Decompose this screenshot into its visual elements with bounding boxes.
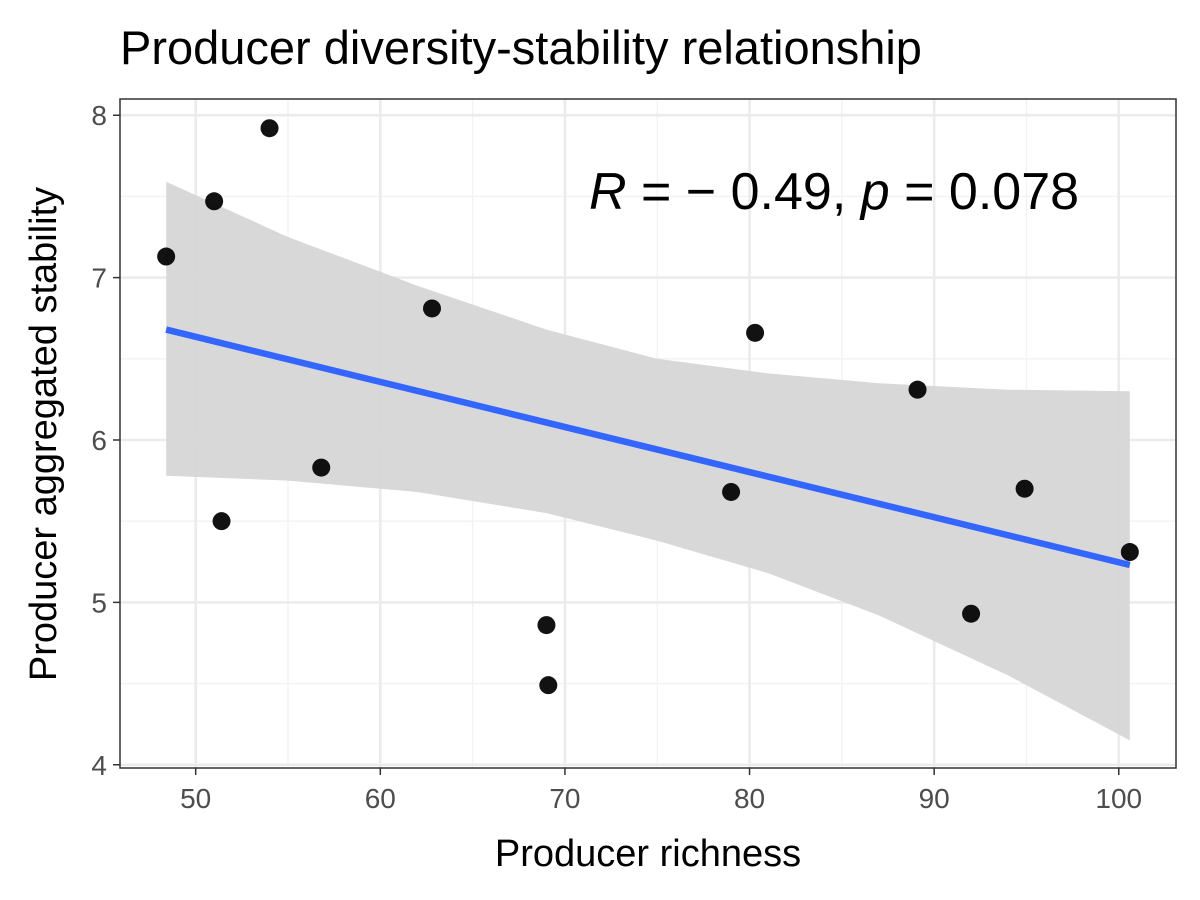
- y-axis-title: Producer aggregated stability: [23, 187, 65, 681]
- data-point: [537, 616, 556, 635]
- x-tick-label: 80: [734, 783, 765, 814]
- data-point: [212, 512, 231, 531]
- data-point: [908, 380, 927, 399]
- y-tick-label: 7: [91, 263, 107, 294]
- x-axis-title: Producer richness: [495, 833, 801, 875]
- x-axis-ticks: 50 60 70 80 90 100: [180, 768, 1142, 814]
- x-tick-label: 50: [180, 783, 211, 814]
- y-tick-label: 4: [91, 750, 107, 781]
- data-point: [1120, 543, 1139, 562]
- p-value: = 0.078: [890, 163, 1079, 221]
- confidence-band-layer: [166, 181, 1130, 741]
- plot-panel-border: [119, 98, 1177, 769]
- chart-title: Producer diversity-stability relationshi…: [120, 21, 922, 74]
- x-tick-label: 60: [365, 783, 396, 814]
- x-tick-label: 70: [549, 783, 580, 814]
- data-point: [1015, 479, 1034, 498]
- r-symbol: R: [589, 163, 627, 221]
- correlation-annotation: R = − 0.49, p = 0.078: [589, 163, 1079, 221]
- y-axis-ticks: 4 5 6 7 8: [91, 100, 120, 781]
- p-symbol: p: [859, 163, 890, 221]
- data-point: [423, 299, 441, 318]
- data-point: [722, 482, 741, 501]
- y-tick-label: 8: [91, 100, 107, 131]
- confidence-band: [166, 181, 1130, 741]
- r-value: = − 0.49,: [627, 163, 861, 221]
- x-tick-label: 100: [1095, 783, 1142, 814]
- data-point: [157, 247, 176, 266]
- regression-line-layer: [165, 326, 1131, 569]
- data-point: [962, 604, 981, 623]
- x-tick-label: 90: [919, 783, 950, 814]
- y-tick-label: 6: [91, 425, 107, 456]
- data-point: [205, 192, 224, 211]
- regression-line: [165, 326, 1131, 569]
- data-points: [157, 119, 1139, 695]
- data-point: [260, 119, 279, 138]
- y-tick-label: 5: [91, 587, 107, 618]
- data-point: [746, 323, 765, 342]
- data-point: [312, 458, 331, 477]
- data-point: [539, 676, 558, 695]
